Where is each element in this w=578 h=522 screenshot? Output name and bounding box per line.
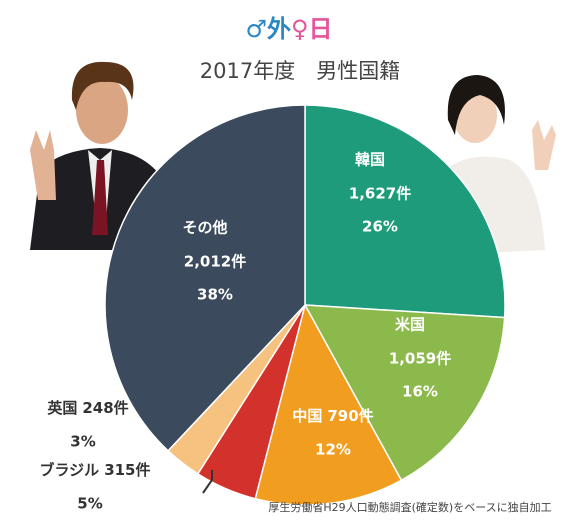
pie-slice xyxy=(303,304,506,482)
count-label: 248件 xyxy=(82,399,128,417)
title-symbol: 外 xyxy=(267,15,291,43)
slice-label: 中国 790件 xyxy=(292,407,373,425)
pie-slice xyxy=(254,302,403,506)
percent-label: 3% xyxy=(70,433,95,451)
title-symbol: ♀ xyxy=(291,15,309,43)
percent-label: 26% xyxy=(362,218,398,236)
percent-label: 5% xyxy=(77,495,102,513)
slice-label: ブラジル 315件 xyxy=(39,461,150,479)
category-label: その他 xyxy=(182,219,227,237)
pie-slice xyxy=(104,104,306,452)
title-symbols: ♂外♀日 xyxy=(245,15,332,43)
pie xyxy=(104,104,506,506)
leader-line xyxy=(202,470,213,494)
percent-label: 38% xyxy=(197,286,233,304)
category-label: ブラジル xyxy=(39,461,99,479)
title-symbol: 日 xyxy=(309,15,333,43)
man-illustration xyxy=(30,61,160,250)
percent-label: 12% xyxy=(315,441,351,459)
title-symbol: ♂ xyxy=(245,15,267,43)
count-label: 790件 xyxy=(327,407,373,425)
category-label: 中国 xyxy=(292,407,322,425)
count-label: 315件 xyxy=(104,461,150,479)
chart-title: 2017年度 男性国籍 xyxy=(200,59,400,83)
count-label: 1,627件 xyxy=(349,185,411,203)
source-note: 厚生労働省H29人口動態調査(確定数)をベースに独自加工 xyxy=(268,500,551,514)
slice-label: 英国 248件 xyxy=(47,399,128,417)
category-label: 英国 xyxy=(47,399,77,417)
percent-label: 16% xyxy=(402,383,438,401)
pie-slice xyxy=(304,104,506,319)
count-label: 1,059件 xyxy=(389,350,451,368)
category-label: 韓国 xyxy=(355,151,385,169)
count-label: 2,012件 xyxy=(184,253,246,271)
category-label: 米国 xyxy=(395,316,425,334)
